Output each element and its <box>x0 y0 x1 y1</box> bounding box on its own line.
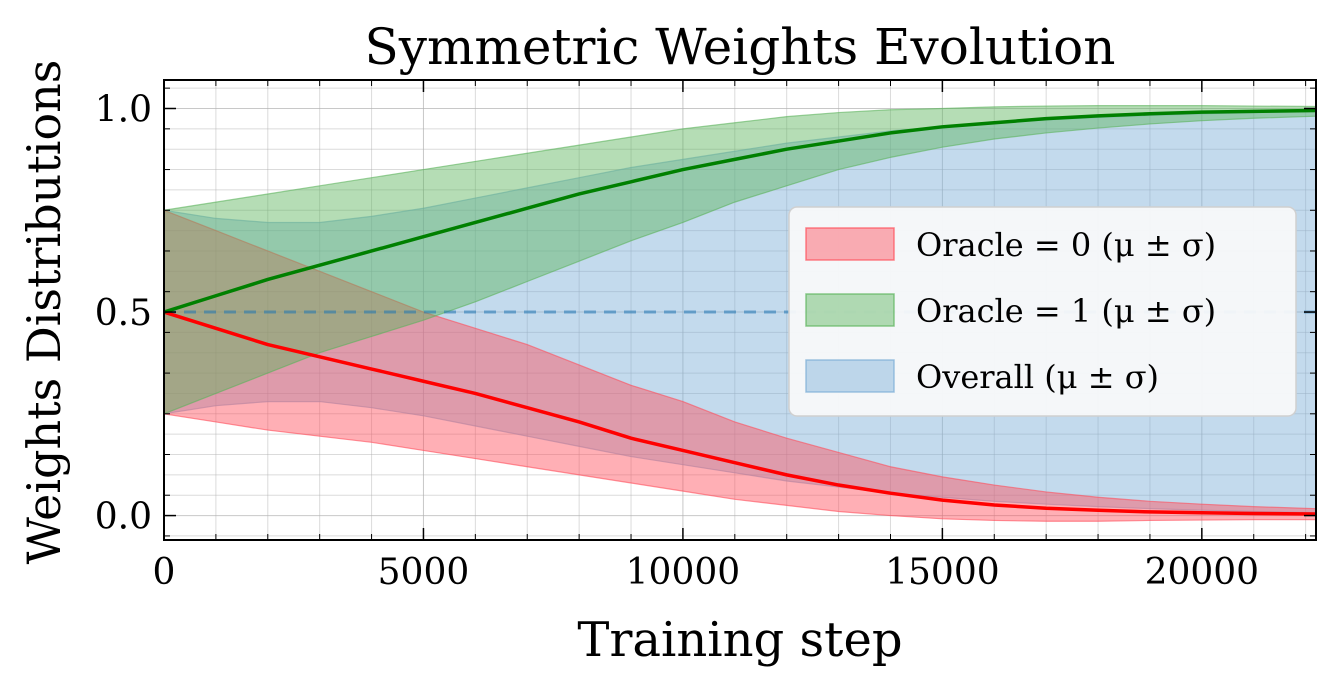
x-tick-label: 5000 <box>378 552 470 593</box>
legend-swatch-1 <box>805 293 895 327</box>
mean-line-1 <box>163 108 1317 314</box>
legend-swatch-2 <box>805 359 895 393</box>
legend-label-0: Oracle = 0 (μ ± σ) <box>916 226 1216 264</box>
x-tick-label: 0 <box>153 552 176 593</box>
legend-box <box>788 206 1297 417</box>
y-axis-label: Weights Distributions <box>17 60 71 565</box>
y-tick-label: 1.0 <box>95 89 152 130</box>
legend-label-1: Oracle = 1 (μ ± σ) <box>916 292 1216 330</box>
y-tick-label: 0.0 <box>95 497 152 538</box>
x-tick-label: 20000 <box>1145 552 1260 593</box>
legend-items: Oracle = 0 (μ ± σ) Oracle = 1 (μ ± σ) Over… <box>805 226 1216 396</box>
mean-line-0 <box>163 310 1317 516</box>
legend: Oracle = 0 (μ ± σ) Oracle = 1 (μ ± σ) Over… <box>788 206 1297 417</box>
mean-lines <box>163 108 1317 516</box>
ticks <box>163 80 1316 540</box>
tick-labels: 0 5000 10000 15000 20000 0.0 0.5 1.0 <box>95 89 1259 593</box>
x-axis-label: Training step <box>577 612 902 668</box>
y-tick-label: 0.5 <box>95 293 152 334</box>
x-tick-label: 15000 <box>885 552 1000 593</box>
legend-label-2: Overall (μ ± σ) <box>916 358 1159 396</box>
chart-title: Symmetric Weights Evolution <box>365 18 1116 76</box>
x-tick-label: 10000 <box>626 552 741 593</box>
plot-frame <box>163 79 1317 541</box>
legend-swatch-0 <box>805 227 895 261</box>
